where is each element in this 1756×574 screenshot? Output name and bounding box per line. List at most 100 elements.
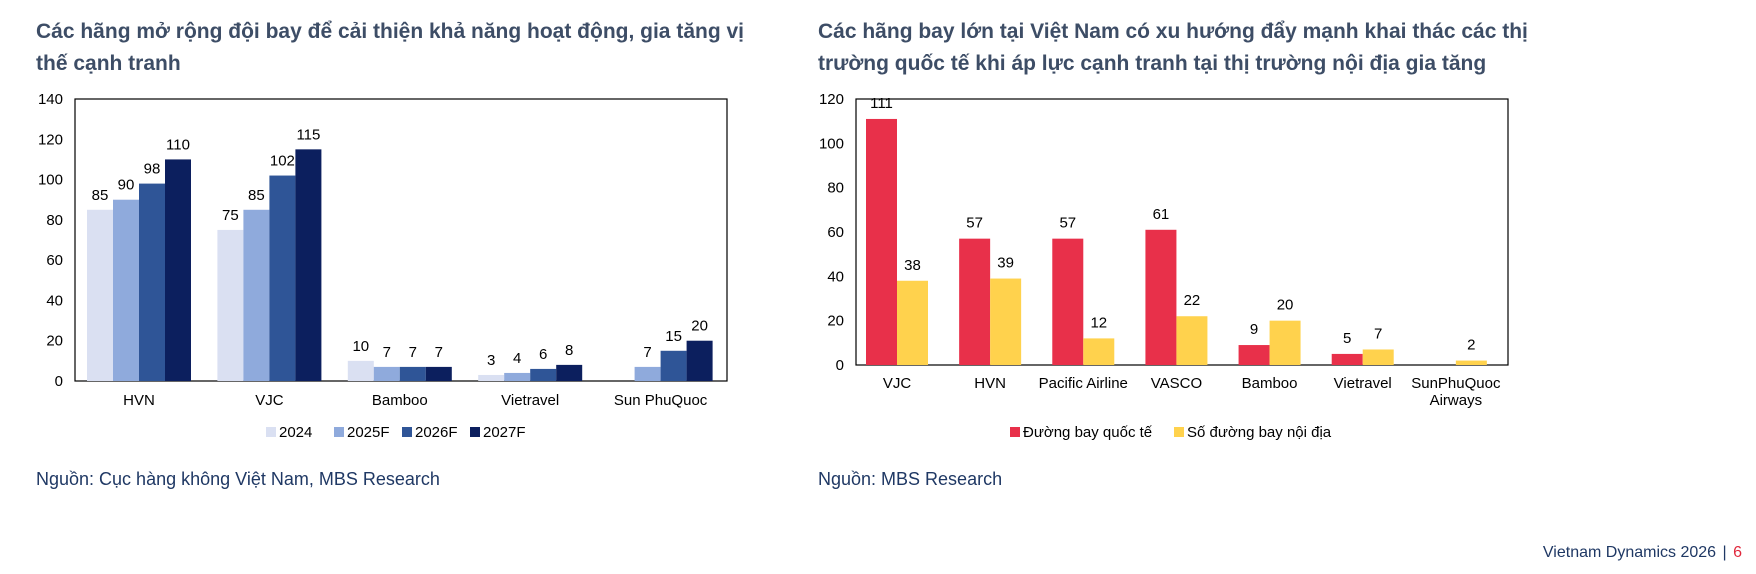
data-label: 102: [270, 153, 295, 170]
data-label: 7: [383, 344, 391, 361]
bar-2027f: [295, 149, 322, 381]
data-label: 111: [870, 95, 893, 112]
bar-đường-bay-quốc-tế: [959, 238, 991, 365]
bar-đường-bay-quốc-tế: [1331, 353, 1363, 365]
y-tick-label: 100: [819, 135, 844, 152]
legend-swatch: [470, 427, 480, 437]
bar-2027f: [556, 364, 583, 381]
data-label: 115: [296, 126, 320, 143]
bar-2025f: [113, 199, 139, 381]
right-chart-title-line1: Các hãng bay lớn tại Việt Nam có xu hướn…: [818, 20, 1528, 43]
category-label: Vietravel: [1334, 375, 1392, 392]
category-label: Bamboo: [372, 392, 428, 409]
bar-2025f: [243, 209, 270, 381]
bar-2027f: [686, 340, 713, 381]
data-label: 39: [997, 255, 1014, 272]
legend-item: 2024: [279, 424, 312, 441]
category-label: VJC: [883, 375, 912, 392]
bar-số-đường-bay-nội-địa: [990, 278, 1022, 365]
y-tick-label: 100: [38, 172, 63, 189]
y-tick-label: 40: [46, 292, 63, 309]
data-label: 20: [1277, 297, 1294, 314]
data-label: 8: [565, 342, 573, 359]
bar-số-đường-bay-nội-địa: [1176, 316, 1208, 365]
data-label: 110: [166, 136, 190, 153]
y-tick-label: 40: [827, 268, 844, 285]
right-chart-title: Các hãng bay lớn tại Việt Nam có xu hướn…: [818, 16, 1538, 80]
bar-2026f: [139, 183, 165, 381]
y-tick-label: 140: [38, 91, 63, 108]
bar-2025f: [504, 372, 531, 381]
data-label: 22: [1184, 292, 1201, 309]
y-tick-label: 60: [827, 224, 844, 241]
y-tick-label: 0: [55, 373, 63, 390]
y-tick-label: 0: [836, 357, 844, 374]
bar-2024: [87, 209, 113, 381]
legend-swatch: [266, 427, 276, 437]
legend-swatch: [334, 427, 344, 437]
bar-2025f: [634, 366, 661, 381]
category-label: Pacific Airline: [1039, 375, 1128, 392]
data-label: 12: [1090, 314, 1107, 331]
bar-2027f: [165, 159, 191, 381]
legend-item: Số đường bay nội địa: [1187, 424, 1332, 441]
y-tick-label: 80: [46, 212, 63, 229]
category-label: VASCO: [1151, 375, 1202, 392]
bar-2024: [478, 374, 505, 381]
category-label: HVN: [974, 375, 1006, 392]
footer-separator: |: [1722, 544, 1727, 561]
bar-đường-bay-quốc-tế: [866, 118, 897, 365]
bar-số-đường-bay-nội-địa: [1269, 320, 1301, 365]
bar-đường-bay-quốc-tế: [1145, 229, 1177, 365]
legend-item: 2027F: [483, 424, 526, 441]
legend-item: 2026F: [415, 424, 458, 441]
data-label: 6: [539, 346, 547, 363]
right-source-note: Nguồn: MBS Research: [818, 469, 1003, 489]
category-label: HVN: [123, 392, 155, 409]
category-label: Airways: [1430, 392, 1483, 409]
data-label: 75: [222, 207, 239, 224]
data-label: 38: [904, 257, 921, 274]
data-label: 7: [1374, 325, 1382, 342]
data-label: 7: [435, 344, 443, 361]
left-chart-title: Các hãng mở rộng đội bay để cải thiện kh…: [36, 16, 756, 80]
bar-2026f: [660, 350, 687, 381]
y-tick-label: 120: [38, 131, 63, 148]
category-label: Bamboo: [1242, 375, 1298, 392]
page-number: 6: [1733, 544, 1742, 561]
data-label: 5: [1343, 330, 1351, 347]
data-label: 15: [665, 328, 682, 345]
data-label: 7: [409, 344, 417, 361]
data-label: 9: [1250, 321, 1258, 338]
legend-swatch: [1010, 427, 1020, 437]
bar-2026f: [269, 175, 296, 381]
left-source-note: Nguồn: Cục hàng không Việt Nam, MBS Rese…: [36, 469, 440, 489]
bar-2024: [217, 229, 244, 381]
y-tick-label: 20: [46, 333, 63, 350]
data-label: 20: [691, 318, 708, 335]
category-label: VJC: [255, 392, 284, 409]
legend-swatch: [402, 427, 412, 437]
y-tick-label: 120: [819, 91, 844, 108]
category-label: Vietravel: [501, 392, 559, 409]
data-label: 57: [1059, 215, 1076, 232]
bar-số-đường-bay-nội-địa: [1455, 360, 1487, 365]
data-label: 7: [643, 344, 651, 361]
category-label: SunPhuQuoc: [1411, 375, 1501, 392]
bar-2024: [347, 360, 374, 381]
bar-đường-bay-quốc-tế: [1238, 345, 1270, 365]
bar-2026f: [399, 366, 426, 381]
right-chart-title-line2: trường quốc tế khi áp lực cạnh tranh tại…: [818, 52, 1487, 75]
bar-số-đường-bay-nội-địa: [1362, 349, 1394, 365]
page-footer: Vietnam Dynamics 2026 | 6: [1543, 544, 1742, 562]
data-label: 10: [352, 338, 369, 355]
report-name: Vietnam Dynamics 2026: [1542, 544, 1717, 561]
bar-số-đường-bay-nội-địa: [897, 280, 928, 365]
data-label: 3: [487, 352, 495, 369]
legend-swatch: [1174, 427, 1184, 437]
y-tick-label: 80: [827, 180, 844, 197]
data-label: 57: [966, 215, 983, 232]
left-chart-title-line1: Các hãng mở rộng đội bay để cải thiện kh…: [36, 20, 745, 43]
data-label: 61: [1153, 206, 1170, 223]
